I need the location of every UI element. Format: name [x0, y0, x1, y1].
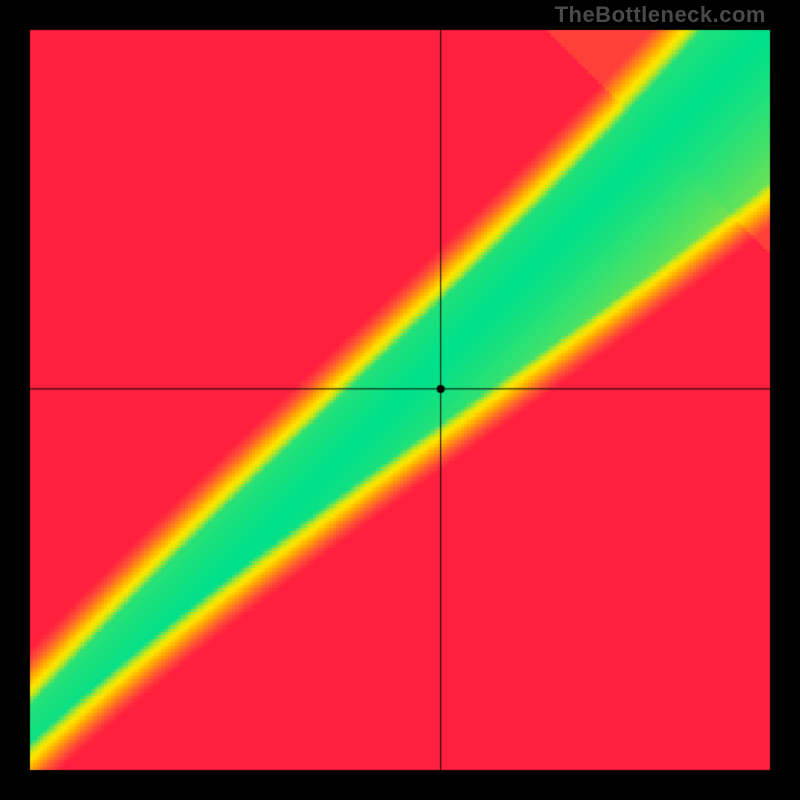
heatmap-canvas — [0, 0, 800, 800]
watermark-text: TheBottleneck.com — [555, 2, 766, 28]
chart-frame: TheBottleneck.com — [0, 0, 800, 800]
